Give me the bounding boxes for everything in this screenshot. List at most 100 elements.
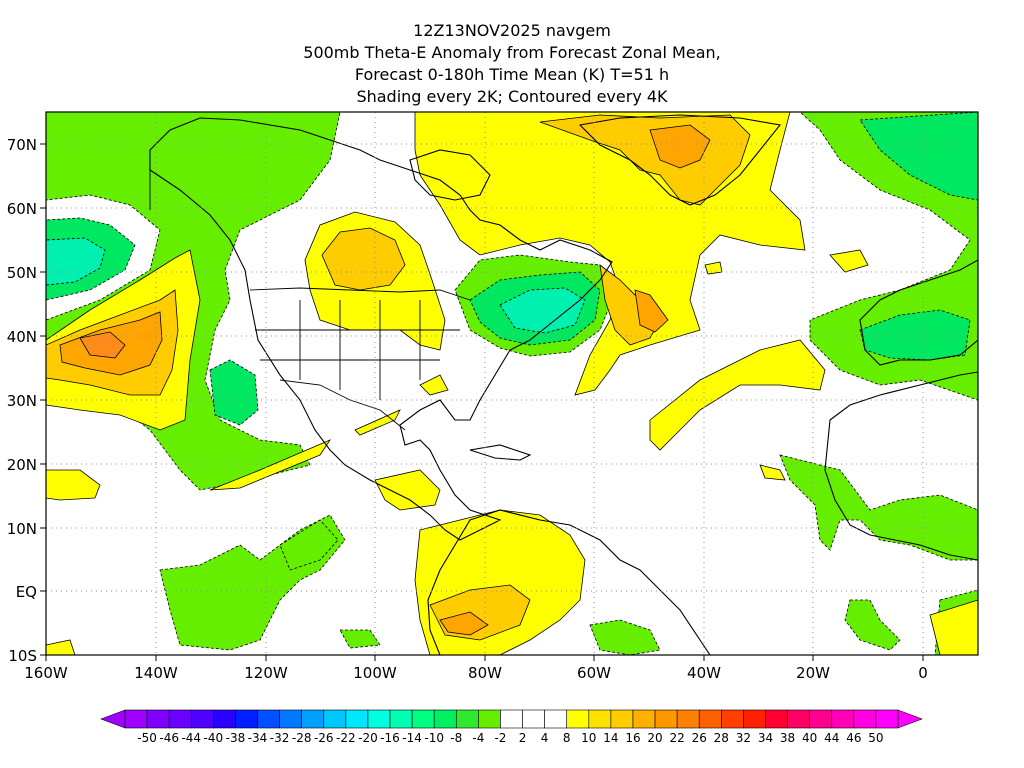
colorbar-swatch bbox=[301, 709, 325, 729]
colorbar-swatch bbox=[124, 709, 148, 729]
colorbar-label: 44 bbox=[824, 731, 839, 745]
lat-label: 50N bbox=[7, 264, 37, 282]
lon-label: 140W bbox=[134, 664, 178, 682]
lat-label: 10S bbox=[8, 647, 37, 665]
lon-label: 20W bbox=[796, 664, 830, 682]
title-line-2: 500mb Theta-E Anomaly from Forecast Zona… bbox=[303, 43, 721, 62]
colorbar-label: 28 bbox=[714, 731, 729, 745]
colorbar-swatch bbox=[279, 709, 302, 729]
colorbar-swatch bbox=[389, 709, 413, 729]
colorbar-swatch bbox=[566, 709, 590, 729]
colorbar-swatch bbox=[367, 709, 391, 729]
africa-coast bbox=[824, 371, 978, 561]
colorbar-swatch bbox=[345, 709, 369, 729]
colorbar-label: 16 bbox=[625, 731, 640, 745]
colorbar-label: -20 bbox=[358, 731, 378, 745]
cuba-coast bbox=[469, 444, 532, 461]
colorbar bbox=[100, 709, 923, 729]
lat-label: EQ bbox=[16, 583, 37, 601]
latitude-labels: 70N 60N 50N 40N 30N 20N 10N EQ 10S bbox=[7, 136, 37, 665]
negative-anomaly-shading-3 bbox=[46, 237, 586, 334]
colorbar-swatch bbox=[213, 709, 236, 729]
colorbar-swatch bbox=[323, 709, 347, 729]
lon-label: 120W bbox=[244, 664, 288, 682]
colorbar-label: -10 bbox=[424, 731, 444, 745]
north-america-coast bbox=[149, 117, 613, 541]
colorbar-swatch bbox=[610, 709, 634, 729]
colorbar-swatch bbox=[168, 709, 192, 729]
colorbar-label: -14 bbox=[402, 731, 422, 745]
lat-label: 30N bbox=[7, 392, 37, 410]
colorbar-label: 38 bbox=[780, 731, 795, 745]
colorbar-swatch bbox=[721, 709, 744, 729]
colorbar-swatch bbox=[257, 709, 280, 729]
colorbar-labels: -50 -46 -44 -40 -38 -34 -32 -28 -26 -22 -20 -16 -14-… bbox=[137, 731, 883, 745]
chart-title: 12Z13NOV2025 navgem 500mb Theta-E Anomal… bbox=[0, 20, 1024, 108]
colorbar-label: 8 bbox=[563, 731, 571, 745]
colorbar-label: -22 bbox=[336, 731, 356, 745]
colorbar-label: -2 bbox=[494, 731, 506, 745]
positive-anomaly-shading-4 bbox=[79, 331, 126, 359]
lon-label: 40W bbox=[687, 664, 721, 682]
colorbar-label: 14 bbox=[603, 731, 618, 745]
colorbar-swatch bbox=[544, 709, 568, 729]
colorbar-label: 22 bbox=[670, 731, 685, 745]
colorbar-label: -28 bbox=[292, 731, 312, 745]
colorbar-swatch bbox=[853, 709, 877, 729]
colorbar-label: -46 bbox=[159, 731, 179, 745]
colorbar-swatch bbox=[698, 709, 722, 729]
colorbar-label: 40 bbox=[802, 731, 817, 745]
colorbar-label: 10 bbox=[581, 731, 596, 745]
longitude-labels: 160W 140W 120W 100W 80W 60W 40W 20W 0 bbox=[24, 664, 928, 682]
map-frame bbox=[45, 111, 979, 656]
colorbar-swatch bbox=[478, 709, 501, 729]
colorbar-label: -44 bbox=[181, 731, 201, 745]
colorbar-swatch bbox=[743, 709, 766, 729]
colorbar-label: -32 bbox=[270, 731, 290, 745]
map-area bbox=[46, 112, 978, 655]
colorbar-swatch bbox=[235, 709, 258, 729]
lat-label: 70N bbox=[7, 136, 37, 154]
lat-label: 20N bbox=[7, 456, 37, 474]
lon-label: 60W bbox=[577, 664, 611, 682]
colorbar-label: 32 bbox=[736, 731, 751, 745]
lon-label: 80W bbox=[468, 664, 502, 682]
colorbar-label: -8 bbox=[450, 731, 462, 745]
colorbar-label: -50 bbox=[137, 731, 157, 745]
lon-label: 100W bbox=[353, 664, 397, 682]
colorbar-swatch bbox=[875, 709, 899, 729]
grid-lines bbox=[46, 112, 978, 655]
colorbar-swatch bbox=[676, 709, 700, 729]
lat-label: 10N bbox=[7, 520, 37, 538]
colorbar-label: 26 bbox=[692, 731, 707, 745]
coastlines bbox=[149, 114, 978, 655]
colorbar-swatch bbox=[146, 709, 170, 729]
colorbar-label: -4 bbox=[472, 731, 484, 745]
colorbar-left-arrow bbox=[100, 709, 126, 729]
colorbar-right-arrow bbox=[897, 709, 923, 729]
lat-label: 40N bbox=[7, 328, 37, 346]
colorbar-swatch bbox=[831, 709, 855, 729]
lon-label: 160W bbox=[24, 664, 68, 682]
colorbar-label: 50 bbox=[868, 731, 883, 745]
colorbar-label: 46 bbox=[846, 731, 861, 745]
title-line-4: Shading every 2K; Contoured every 4K bbox=[356, 87, 668, 106]
colorbar-swatch bbox=[433, 709, 457, 729]
colorbar-label: -38 bbox=[226, 731, 246, 745]
colorbar-swatch bbox=[787, 709, 810, 729]
colorbar-label: -34 bbox=[248, 731, 268, 745]
title-line-1: 12Z13NOV2025 navgem bbox=[413, 21, 611, 40]
colorbar-label: -40 bbox=[204, 731, 224, 745]
colorbar-swatch bbox=[522, 709, 545, 729]
lat-label: 60N bbox=[7, 200, 37, 218]
axis-ticks bbox=[40, 143, 924, 661]
title-line-3: Forecast 0-180h Time Mean (K) T=51 h bbox=[354, 65, 670, 84]
hudson-bay-coast bbox=[409, 149, 491, 201]
colorbar-swatch bbox=[809, 709, 833, 729]
colorbar-label: 34 bbox=[758, 731, 773, 745]
europe-coast bbox=[859, 259, 978, 366]
colorbar-swatch bbox=[455, 709, 479, 729]
south-america-coast bbox=[427, 509, 711, 655]
colorbar-swatch bbox=[411, 709, 435, 729]
